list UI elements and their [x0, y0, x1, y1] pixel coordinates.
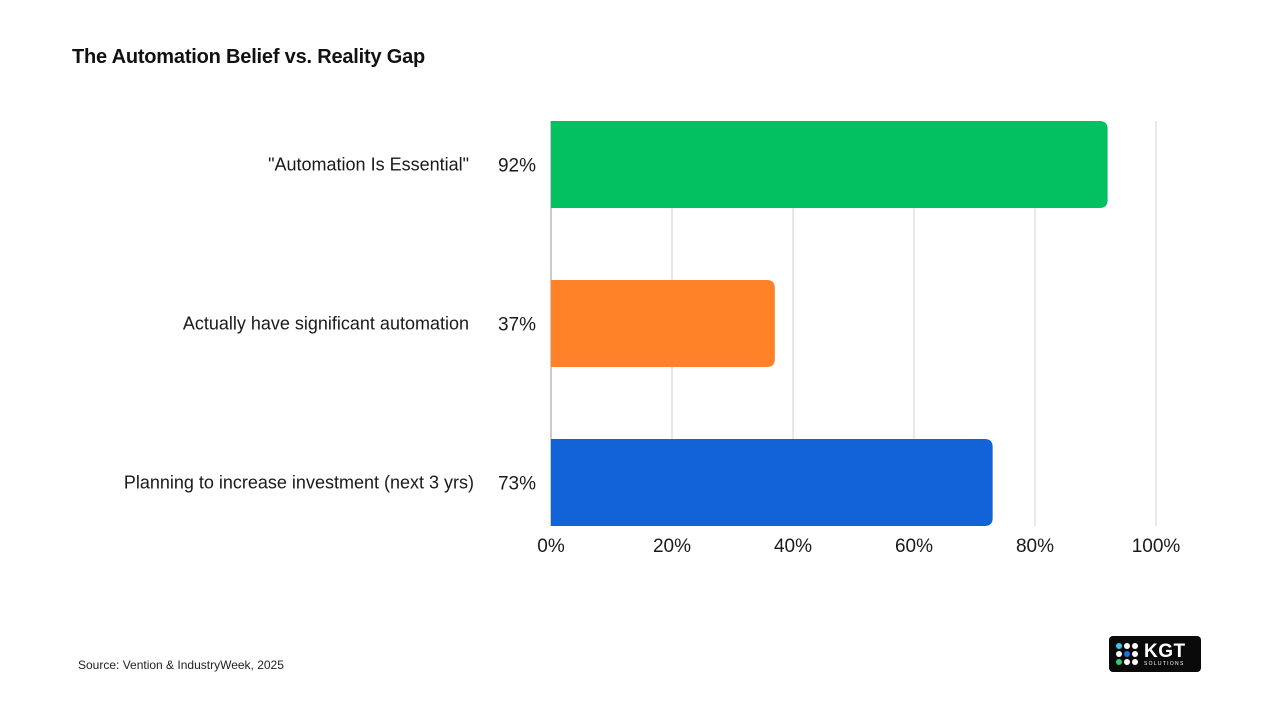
- x-tick-label-20: 20%: [653, 536, 691, 557]
- value-label-2: 37%: [498, 315, 536, 336]
- kgt-logo: KGT SOLUTIONS: [1109, 636, 1201, 672]
- value-labels: 92% 37% 73%: [498, 156, 536, 495]
- bar-3: [551, 439, 993, 526]
- x-axis-ticks: 0% 20% 40% 60% 80% 100%: [537, 536, 1180, 557]
- category-label-1: "Automation Is Essential": [268, 155, 469, 175]
- bar-2: [551, 280, 775, 367]
- category-label-2: Actually have significant automation: [183, 314, 469, 334]
- x-tick-label-40: 40%: [774, 536, 812, 557]
- category-label-3: Planning to increase investment (next 3 …: [124, 473, 474, 493]
- x-tick-label-100: 100%: [1132, 536, 1181, 557]
- logo-subtitle: SOLUTIONS: [1144, 660, 1185, 667]
- x-tick-label-80: 80%: [1016, 536, 1054, 557]
- bars: [551, 121, 1108, 526]
- value-label-3: 73%: [498, 474, 536, 495]
- dot-grid-logo-icon: [1116, 643, 1138, 665]
- x-tick-label-0: 0%: [537, 536, 565, 557]
- value-label-1: 92%: [498, 156, 536, 177]
- logo-name: KGT: [1144, 640, 1186, 662]
- category-labels: "Automation Is Essential" Actually have s…: [124, 155, 474, 493]
- x-tick-label-60: 60%: [895, 536, 933, 557]
- source-note: Source: Vention & IndustryWeek, 2025: [78, 658, 284, 672]
- chart-title: The Automation Belief vs. Reality Gap: [72, 46, 426, 68]
- bar-1: [551, 121, 1108, 208]
